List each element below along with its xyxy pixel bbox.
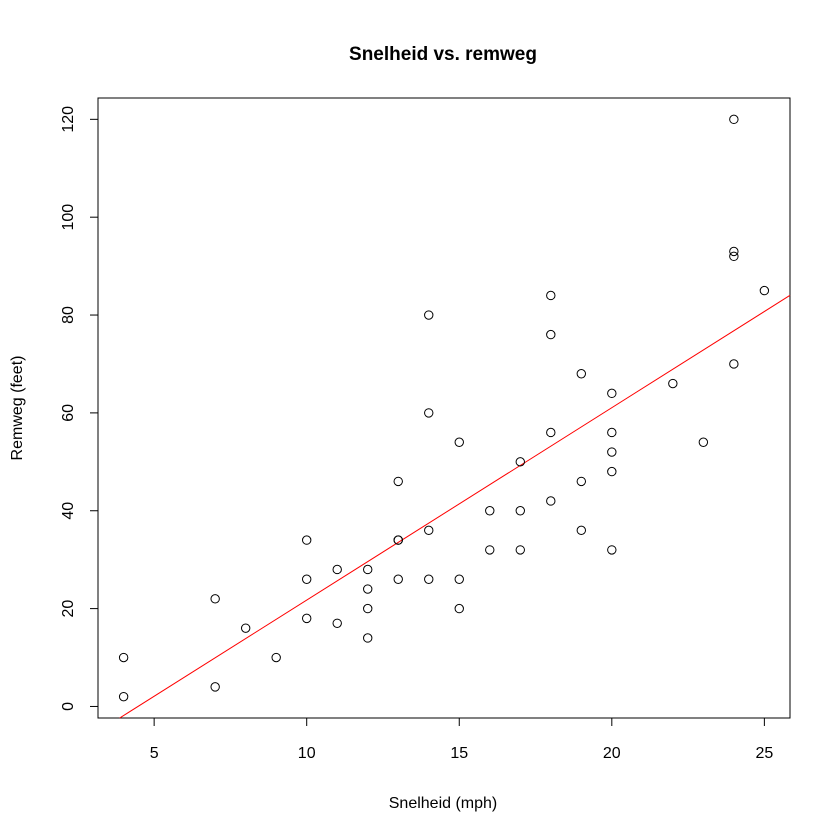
plot-frame	[97, 97, 791, 719]
data-point	[485, 545, 495, 555]
data-point	[118, 652, 129, 663]
data-point	[515, 457, 525, 467]
data-point	[271, 652, 281, 663]
data-point	[546, 427, 556, 438]
y-axis: 0 20 40 60 80 100 120	[60, 106, 99, 711]
data-point	[759, 285, 770, 296]
data-point	[546, 496, 556, 506]
data-point	[363, 564, 373, 575]
y-tick-label: 100	[60, 204, 77, 231]
data-point	[424, 525, 434, 536]
data-point	[240, 623, 251, 633]
data-point	[576, 369, 587, 379]
data-point	[515, 545, 525, 555]
data-point	[118, 691, 129, 702]
data-point	[454, 437, 464, 447]
data-point	[393, 535, 403, 545]
x-axis: 5 10 15 20 25	[150, 717, 773, 762]
y-tick-label: 20	[60, 600, 77, 618]
data-point	[424, 408, 434, 418]
data-point	[607, 427, 617, 438]
x-tick-label: 25	[755, 745, 773, 762]
x-tick-label: 10	[298, 745, 316, 762]
data-point	[424, 310, 434, 320]
data-point	[729, 359, 739, 369]
y-tick-label: 60	[60, 404, 77, 422]
data-point	[332, 618, 342, 628]
points-group	[118, 114, 770, 702]
data-point	[363, 633, 373, 643]
data-point	[607, 388, 617, 399]
data-point	[332, 564, 342, 575]
regression-line-group	[119, 294, 791, 719]
data-point	[729, 114, 739, 125]
regression-line	[119, 294, 791, 719]
data-point	[454, 574, 464, 584]
y-tick-label: 0	[60, 702, 77, 711]
data-point	[546, 329, 556, 340]
data-point	[515, 506, 525, 516]
data-point	[424, 574, 434, 584]
chart-title: Snelheid vs. remweg	[349, 44, 537, 65]
data-point	[210, 594, 220, 604]
y-tick-label: 40	[60, 502, 77, 520]
data-point	[607, 545, 617, 555]
data-point	[301, 535, 312, 545]
data-point	[576, 476, 587, 487]
x-tick-label: 15	[450, 745, 468, 762]
data-point	[301, 574, 312, 584]
data-point	[607, 466, 617, 477]
data-point	[210, 682, 220, 692]
data-point	[576, 525, 587, 536]
data-point	[668, 378, 678, 389]
data-point	[546, 290, 556, 301]
data-point	[393, 476, 403, 487]
data-point	[729, 246, 739, 257]
data-point	[363, 603, 373, 614]
data-point	[363, 584, 373, 594]
data-point	[698, 437, 709, 447]
data-point	[729, 251, 739, 262]
y-tick-label: 120	[60, 106, 77, 133]
data-point	[454, 603, 464, 614]
data-point	[607, 447, 617, 457]
x-axis-label: Snelheid (mph)	[389, 795, 498, 812]
y-tick-label: 80	[60, 306, 77, 324]
x-tick-label: 20	[603, 745, 621, 762]
y-axis-label: Remweg (feet)	[9, 356, 26, 461]
data-point	[301, 613, 312, 624]
data-point	[393, 574, 403, 584]
x-tick-label: 5	[150, 745, 159, 762]
data-point	[485, 506, 495, 516]
